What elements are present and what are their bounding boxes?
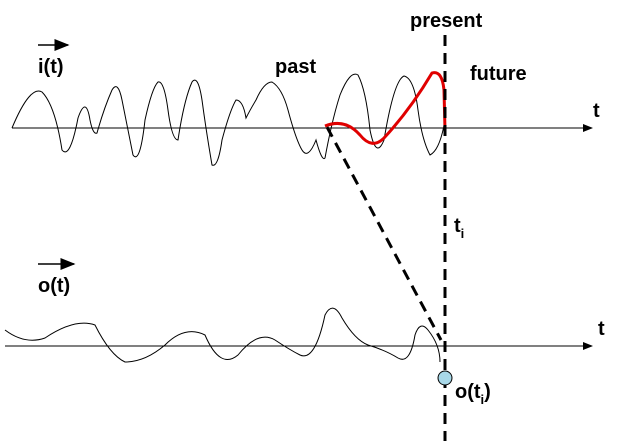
output-point: [437, 370, 453, 386]
instant-label: ti: [454, 215, 464, 241]
axis-label: t: [593, 100, 600, 122]
axis-label: t: [598, 318, 605, 340]
output-label: o(t): [38, 275, 70, 297]
recent-history: [324, 71, 447, 145]
input-wave: [11, 73, 446, 166]
instant-base: t: [454, 215, 461, 237]
past-label: past: [275, 56, 316, 78]
mapping-line: [325, 126, 443, 341]
output-instant-label: o(ti): [455, 381, 491, 407]
present-label: present: [410, 10, 483, 32]
output-instant-sub: i: [481, 392, 485, 407]
output-instant-base: o(t: [455, 381, 481, 403]
future-label: future: [470, 63, 527, 85]
output-instant-close: ): [484, 381, 491, 403]
input-label: i(t): [38, 56, 64, 78]
output-wave: [4, 307, 441, 363]
instant-sub: i: [461, 226, 465, 241]
